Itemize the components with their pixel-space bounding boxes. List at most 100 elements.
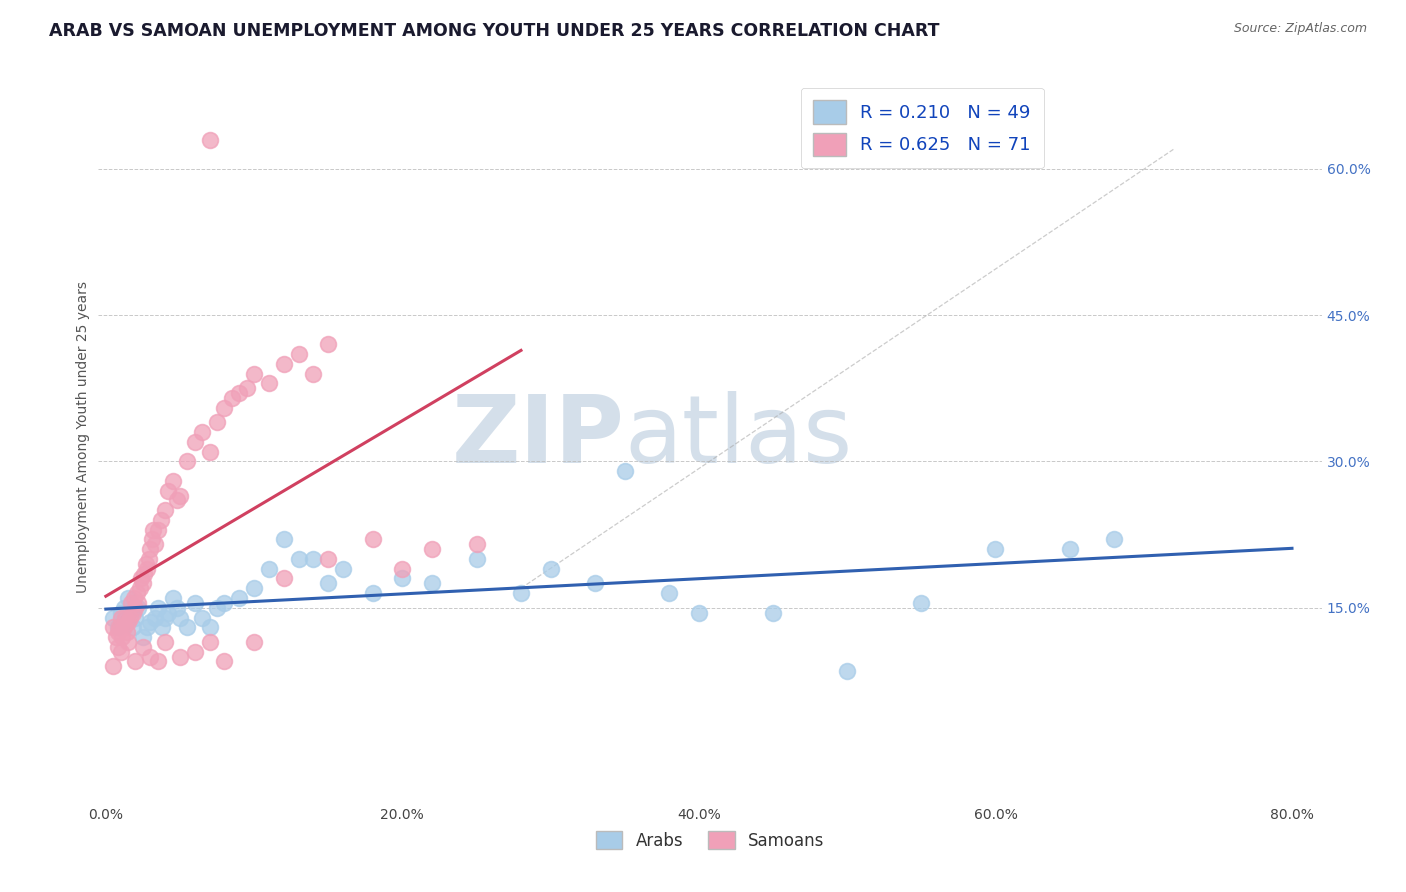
Point — [287, 552, 309, 566]
Point — [115, 625, 138, 640]
Point — [205, 600, 228, 615]
Point — [166, 600, 188, 615]
Point — [243, 367, 266, 381]
Text: Source: ZipAtlas.com: Source: ZipAtlas.com — [1233, 22, 1367, 36]
Y-axis label: Unemployment Among Youth under 25 years: Unemployment Among Youth under 25 years — [76, 281, 90, 593]
Point — [465, 552, 488, 566]
Point — [134, 566, 156, 581]
Point — [132, 576, 155, 591]
Point — [391, 562, 413, 576]
Point — [984, 542, 1007, 557]
Point — [121, 606, 143, 620]
Point — [184, 434, 207, 449]
Point — [214, 596, 236, 610]
Point — [316, 576, 339, 591]
Point — [273, 533, 295, 547]
Point — [111, 630, 134, 644]
Point — [143, 537, 166, 551]
Point — [287, 347, 309, 361]
Point — [273, 572, 295, 586]
Point — [257, 376, 280, 391]
Point — [157, 483, 180, 498]
Point — [214, 401, 236, 415]
Point — [141, 533, 163, 547]
Point — [910, 596, 932, 610]
Text: ARAB VS SAMOAN UNEMPLOYMENT AMONG YOUTH UNDER 25 YEARS CORRELATION CHART: ARAB VS SAMOAN UNEMPLOYMENT AMONG YOUTH … — [49, 22, 939, 40]
Point — [688, 606, 710, 620]
Point — [143, 610, 166, 624]
Point — [198, 133, 221, 147]
Point — [205, 416, 228, 430]
Point — [316, 552, 339, 566]
Legend: Arabs, Samoans: Arabs, Samoans — [589, 824, 831, 856]
Point — [146, 600, 169, 615]
Point — [131, 572, 153, 586]
Point — [153, 503, 176, 517]
Point — [184, 596, 207, 610]
Point — [583, 576, 606, 591]
Point — [110, 645, 132, 659]
Point — [235, 381, 257, 395]
Point — [332, 562, 354, 576]
Point — [149, 513, 172, 527]
Point — [107, 640, 129, 654]
Point — [162, 474, 184, 488]
Point — [118, 610, 141, 624]
Point — [1059, 542, 1081, 557]
Point — [124, 610, 146, 624]
Point — [110, 610, 132, 624]
Point — [510, 586, 533, 600]
Point — [127, 596, 149, 610]
Point — [361, 533, 384, 547]
Point — [184, 645, 207, 659]
Point — [540, 562, 562, 576]
Point — [198, 635, 221, 649]
Point — [837, 664, 859, 678]
Point — [103, 610, 125, 624]
Point — [150, 620, 173, 634]
Point — [762, 606, 785, 620]
Point — [228, 591, 250, 605]
Point — [420, 576, 443, 591]
Point — [361, 586, 384, 600]
Point — [302, 367, 325, 381]
Point — [391, 572, 413, 586]
Point — [110, 606, 132, 620]
Point — [142, 523, 165, 537]
Point — [112, 600, 135, 615]
Point — [120, 596, 142, 610]
Point — [1102, 533, 1125, 547]
Point — [191, 425, 214, 440]
Point — [162, 591, 184, 605]
Point — [132, 630, 155, 644]
Point — [169, 610, 191, 624]
Point — [176, 620, 198, 634]
Point — [105, 630, 128, 644]
Point — [658, 586, 681, 600]
Point — [127, 600, 149, 615]
Point — [191, 610, 214, 624]
Point — [257, 562, 280, 576]
Point — [139, 542, 162, 557]
Point — [316, 337, 339, 351]
Point — [138, 552, 160, 566]
Point — [117, 635, 139, 649]
Point — [198, 620, 221, 634]
Point — [157, 606, 180, 620]
Point — [136, 562, 159, 576]
Point — [121, 620, 143, 634]
Point — [139, 615, 162, 630]
Point — [214, 654, 236, 668]
Point — [420, 542, 443, 557]
Point — [136, 620, 159, 634]
Point — [273, 357, 295, 371]
Point — [107, 620, 129, 634]
Point — [124, 654, 146, 668]
Point — [176, 454, 198, 468]
Point — [117, 591, 139, 605]
Point — [125, 586, 148, 600]
Point — [302, 552, 325, 566]
Point — [169, 649, 191, 664]
Point — [613, 464, 636, 478]
Point — [122, 591, 145, 605]
